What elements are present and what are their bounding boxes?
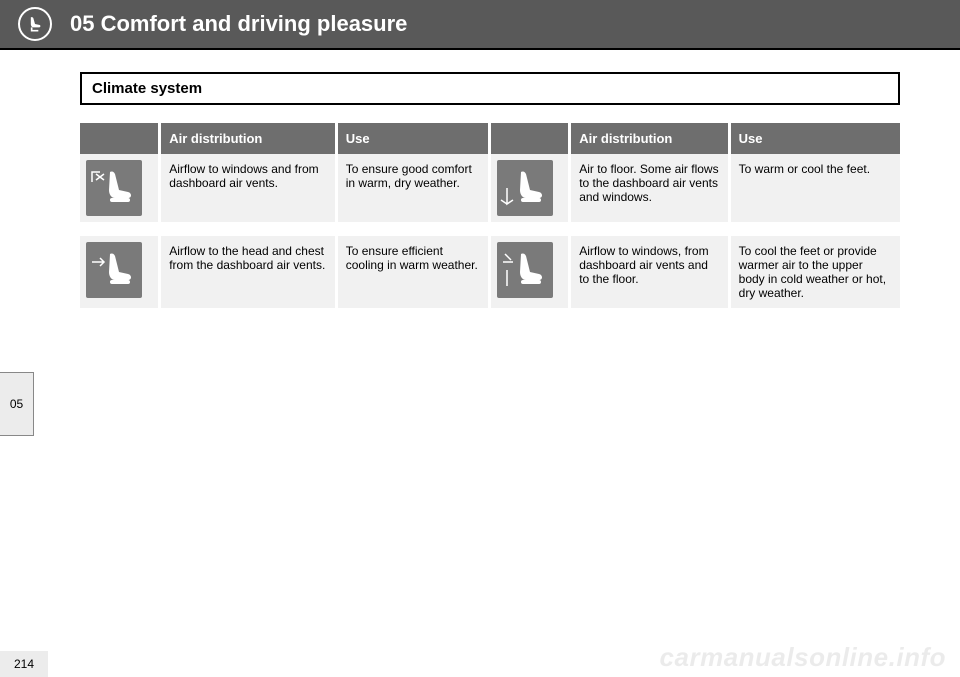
cell-use: To cool the feet or provide warmer air t… bbox=[729, 229, 900, 315]
cell-icon bbox=[490, 229, 570, 315]
cell-use: To ensure efficient cooling in warm weat… bbox=[336, 229, 490, 315]
th-use1: Use bbox=[336, 123, 490, 154]
page-number: 214 bbox=[14, 657, 34, 671]
cell-use: To warm or cool the feet. bbox=[729, 154, 900, 229]
cell-icon bbox=[490, 154, 570, 229]
cell-dist: Airflow to windows and from dashboard ai… bbox=[160, 154, 337, 229]
cell-icon bbox=[80, 229, 160, 315]
th-icon1 bbox=[80, 123, 160, 154]
page-number-box: 214 bbox=[0, 651, 48, 677]
th-icon2 bbox=[490, 123, 570, 154]
table-header-row: Air distribution Use Air distribution Us… bbox=[80, 123, 900, 154]
side-tab: 05 bbox=[0, 372, 34, 436]
chapter-title: 05 Comfort and driving pleasure bbox=[70, 11, 407, 37]
air-distribution-table: Air distribution Use Air distribution Us… bbox=[80, 123, 900, 322]
table-row: Airflow to windows and from dashboard ai… bbox=[80, 154, 900, 229]
air-head-chest-icon bbox=[86, 242, 142, 298]
section-title-box: Climate system bbox=[80, 72, 900, 105]
air-windows-dash-icon bbox=[86, 160, 142, 216]
cell-dist: Air to floor. Some air flows to the dash… bbox=[570, 154, 729, 229]
cell-dist: Airflow to windows, from dashboard air v… bbox=[570, 229, 729, 315]
seat-icon bbox=[18, 7, 52, 41]
air-floor-icon bbox=[497, 160, 553, 216]
table-row: Airflow to the head and chest from the d… bbox=[80, 229, 900, 315]
air-windows-floor-icon bbox=[497, 242, 553, 298]
watermark: carmanualsonline.info bbox=[660, 642, 946, 673]
cell-use: To ensure good comfort in warm, dry weat… bbox=[336, 154, 490, 229]
th-dist1: Air distribution bbox=[160, 123, 337, 154]
section-title: Climate system bbox=[92, 80, 202, 97]
side-tab-label: 05 bbox=[10, 397, 23, 411]
cell-icon bbox=[80, 154, 160, 229]
content-area: Air distribution Use Air distribution Us… bbox=[80, 123, 900, 322]
th-dist2: Air distribution bbox=[570, 123, 729, 154]
chapter-header: 05 Comfort and driving pleasure bbox=[0, 0, 960, 50]
cell-dist: Airflow to the head and chest from the d… bbox=[160, 229, 337, 315]
th-use2: Use bbox=[729, 123, 900, 154]
